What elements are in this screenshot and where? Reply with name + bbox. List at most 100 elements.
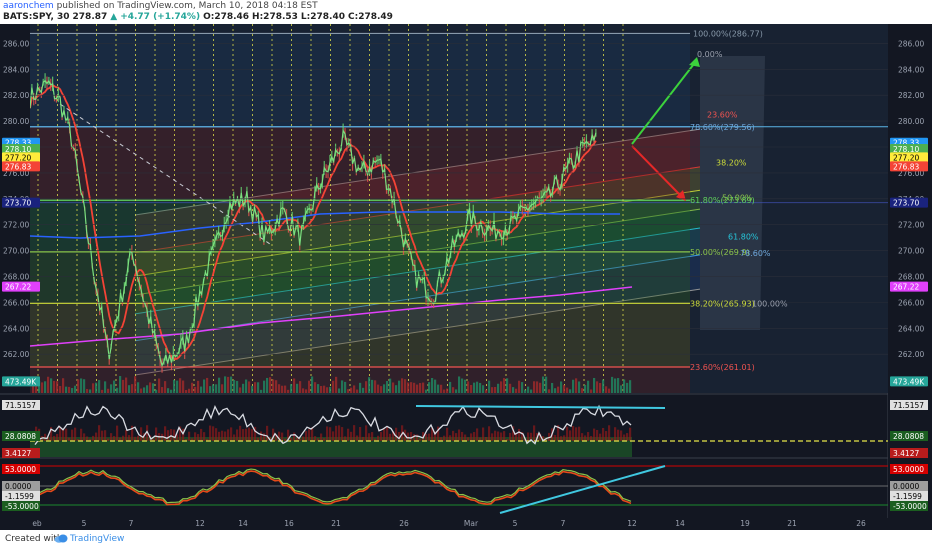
osc1-hist-bar bbox=[119, 437, 122, 441]
volume-bar bbox=[437, 384, 440, 393]
osc1-hist-bar bbox=[527, 432, 530, 441]
volume-bar bbox=[626, 382, 629, 393]
price-badge-text-right: 278.33 bbox=[893, 139, 919, 148]
volume-bar bbox=[398, 380, 401, 393]
price-badge-text-left: 278.10 bbox=[5, 145, 31, 154]
fib-channel-band bbox=[135, 254, 700, 375]
osc1-hist-bar bbox=[380, 431, 383, 441]
volume-bars bbox=[32, 376, 632, 393]
osc1-hist-bar bbox=[53, 435, 56, 441]
osc1-hist-bar bbox=[431, 427, 434, 441]
price-badge-text-right: 278.10 bbox=[893, 145, 919, 154]
osc1-hist-bar bbox=[623, 434, 626, 441]
price-tick-label-right: 280.00 bbox=[898, 117, 924, 126]
osc1-hist-bar bbox=[257, 437, 260, 441]
osc1-badge-left bbox=[2, 400, 40, 410]
volume-bar bbox=[83, 379, 86, 393]
price-tick-label-left: 286.00 bbox=[3, 39, 29, 48]
volume-bar bbox=[602, 379, 605, 393]
volume-bar bbox=[290, 384, 293, 393]
osc1-hist-bar bbox=[611, 438, 614, 441]
osc1-hist-bar bbox=[272, 428, 275, 441]
volume-bar bbox=[242, 383, 245, 393]
volume-bar bbox=[218, 377, 221, 393]
change-arrow-icon: ▲ bbox=[110, 12, 118, 22]
osc1-hist-bar bbox=[122, 435, 125, 441]
oscillator1 bbox=[30, 404, 888, 457]
volume-bar bbox=[176, 380, 179, 393]
osc1-hist-bar bbox=[344, 436, 347, 441]
volume-bar bbox=[308, 380, 311, 393]
volume-bar bbox=[221, 384, 224, 393]
osc1-hist-bar bbox=[230, 427, 233, 441]
osc1-hist-bar bbox=[170, 429, 173, 441]
symbol[interactable]: BATS:SPY, 30 bbox=[3, 12, 70, 22]
osc1-hist-bar bbox=[383, 428, 386, 441]
volume-bar bbox=[149, 382, 152, 393]
volume-bar bbox=[503, 378, 506, 393]
osc1-hist-bar bbox=[179, 426, 182, 441]
osc1-hist-bar bbox=[98, 425, 101, 441]
osc1-hist-bar bbox=[311, 427, 314, 441]
volume-bar bbox=[122, 379, 125, 393]
volume-bar bbox=[101, 389, 104, 393]
osc1-hist-bar bbox=[410, 432, 413, 441]
osc1-hist-bar bbox=[209, 425, 212, 441]
osc1-hist-bar bbox=[341, 427, 344, 441]
volume-bar bbox=[623, 379, 626, 393]
volume-bar bbox=[245, 379, 248, 393]
osc1-hist-bar bbox=[320, 433, 323, 441]
osc1-hist-bar bbox=[284, 438, 287, 441]
osc1-hist-bar bbox=[605, 431, 608, 441]
volume-bar bbox=[539, 382, 542, 393]
osc1-line bbox=[34, 404, 632, 446]
osc1-hist-bar bbox=[146, 425, 149, 441]
volume-bar bbox=[449, 381, 452, 393]
volume-bar bbox=[125, 377, 128, 393]
osc1-hist-bar bbox=[59, 426, 62, 441]
volume-bar bbox=[467, 381, 470, 393]
fib-channel-line bbox=[134, 189, 701, 277]
osc1-hist-bar bbox=[473, 432, 476, 441]
tradingview-brand[interactable]: TradingView bbox=[70, 534, 125, 544]
oscillator2-pane[interactable] bbox=[30, 459, 888, 518]
moving-averages bbox=[30, 83, 633, 360]
osc1-hist-bar bbox=[227, 429, 230, 441]
volume-bar bbox=[581, 388, 584, 393]
time-tick-label: 21 bbox=[787, 519, 797, 528]
osc1-hist-bar bbox=[68, 437, 71, 441]
volume-bar bbox=[206, 377, 209, 393]
osc1-hist-bar bbox=[626, 433, 629, 441]
last-price: 278.87 bbox=[72, 12, 108, 22]
osc1-hist-bar bbox=[113, 436, 116, 441]
price-badge-left bbox=[2, 143, 40, 154]
osc1-hist-bar bbox=[332, 431, 335, 441]
osc1-hist-bar bbox=[50, 427, 53, 441]
fib-labels: 100.00%(286.77) 78.60%(279.56) 61.80%(273.… bbox=[690, 29, 788, 372]
osc1-hist-bar bbox=[242, 429, 245, 441]
volume-bar bbox=[302, 388, 305, 393]
volume-bar bbox=[590, 389, 593, 393]
osc2-cyan-trendline bbox=[499, 465, 666, 514]
change: +4.77 (+1.74%) bbox=[120, 12, 201, 22]
osc1-badge-left bbox=[2, 431, 40, 441]
osc1-hist-bar bbox=[407, 432, 410, 441]
osc1-hist-bar bbox=[467, 437, 470, 441]
osc1-hist-bar bbox=[389, 433, 392, 441]
volume-bar bbox=[269, 377, 272, 393]
osc1-hist-bar bbox=[413, 434, 416, 441]
volume-bar bbox=[299, 381, 302, 393]
osc2-badge-right bbox=[890, 491, 928, 501]
osc1-hist-bar bbox=[95, 432, 98, 441]
osc1-hist-bar bbox=[458, 429, 461, 441]
volume-bar bbox=[554, 388, 557, 393]
time-tick-label: 26 bbox=[399, 519, 409, 528]
author-link[interactable]: aaronchem bbox=[3, 1, 54, 11]
price-badge-text-right: 276.83 bbox=[893, 162, 919, 171]
volume-bar bbox=[443, 389, 446, 393]
time-axis[interactable]: eb 5 7 12 14 16 21 26 Mar 5 7 12 14 19 21 26 bbox=[32, 519, 866, 528]
osc1-hist-bar bbox=[470, 433, 473, 441]
volume-bar bbox=[71, 388, 74, 393]
volume-bar bbox=[128, 385, 131, 393]
